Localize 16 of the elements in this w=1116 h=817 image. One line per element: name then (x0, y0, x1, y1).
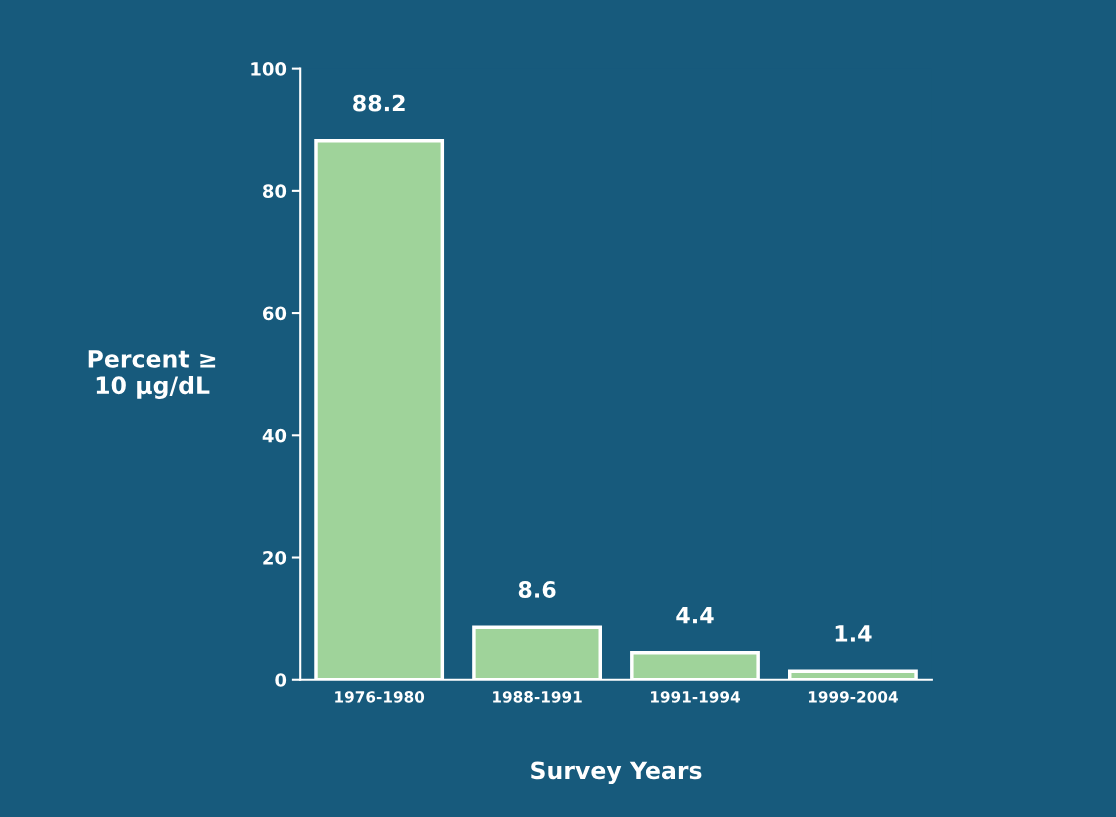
y-tick-label: 20 (263, 550, 287, 565)
y-tick-label: 100 (251, 62, 287, 76)
y-tick-label: 60 (263, 306, 287, 321)
y-tick-label: 40 (262, 428, 287, 443)
y-tick-label: 80 (262, 184, 287, 198)
data-label: 8.6 (518, 581, 556, 598)
x-tick-label: 1999-2004 (808, 691, 898, 703)
x-tick-label: 1988-1991 (493, 691, 582, 703)
data-label: 88.2 (353, 94, 405, 112)
x-tick-label: 1976-1980 (335, 691, 425, 703)
data-label: 1.4 (835, 625, 872, 642)
x-tick-label: 1991-1994 (651, 691, 740, 703)
x-axis-title: Survey Years (531, 761, 702, 785)
data-label: 4.4 (676, 607, 714, 624)
y-tick-label: 0 (275, 673, 287, 687)
y-axis-title: Percent ≥ 10 µg/dL (88, 350, 216, 399)
